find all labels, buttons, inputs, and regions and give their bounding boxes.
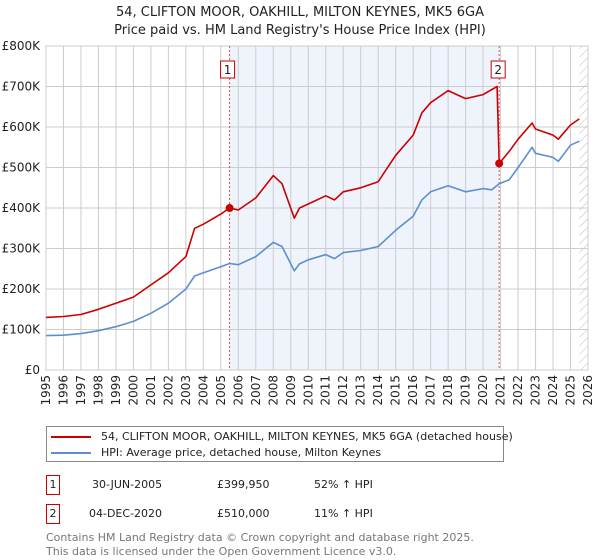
- x-tick-label: 2002: [161, 375, 175, 406]
- hpi-line: [45, 140, 580, 337]
- legend-swatch-blue: [51, 451, 91, 454]
- sale-price-1: £399,950: [217, 478, 270, 491]
- x-tick-label: 2011: [319, 375, 333, 406]
- x-tick-label: 2015: [389, 375, 403, 406]
- legend-item-hpi: HPI: Average price, detached house, Milt…: [51, 446, 381, 459]
- sale-date-1: 30-JUN-2005: [92, 478, 163, 491]
- x-tick-label: 2026: [581, 375, 595, 406]
- y-tick-label: £700K: [2, 80, 42, 94]
- sale-hpi-1: 52% ↑ HPI: [314, 478, 373, 491]
- x-tick-label: 2014: [371, 375, 385, 406]
- sale-label-2: 2: [494, 63, 502, 77]
- sale-row-1: 1 30-JUN-2005 £399,950 52% ↑ HPI: [46, 475, 446, 495]
- sale-row-2: 2 04-DEC-2020 £510,000 11% ↑ HPI: [46, 504, 446, 524]
- sale-date-2: 04-DEC-2020: [89, 507, 163, 520]
- sale-price-2: £510,000: [217, 507, 270, 520]
- x-tick-label: 1997: [74, 375, 88, 406]
- x-tick-label: 2007: [249, 375, 263, 406]
- x-tick-label: 2003: [179, 375, 193, 406]
- sale-hpi-2: 11% ↑ HPI: [314, 507, 373, 520]
- x-tick-label: 2018: [441, 375, 455, 406]
- x-tick-label: 2024: [546, 375, 560, 406]
- y-tick-label: £400K: [2, 201, 42, 215]
- y-tick-label: £500K: [2, 161, 42, 175]
- x-tick-label: 1996: [56, 375, 70, 406]
- y-tick-label: £0: [25, 363, 40, 377]
- legend-label-hpi: HPI: Average price, detached house, Milt…: [101, 446, 382, 459]
- chart-subtitle: Price paid vs. HM Land Registry's House …: [114, 23, 486, 38]
- x-tick-label: 2021: [494, 375, 508, 406]
- x-tick-label: 1995: [39, 375, 53, 406]
- price-chart: 54, CLIFTON MOOR, OAKHILL, MILTON KEYNES…: [2, 5, 595, 406]
- sale-marker-1: [225, 204, 234, 213]
- x-tick-label: 2019: [459, 375, 473, 406]
- y-tick-label: £300K: [2, 242, 42, 256]
- x-tick-label: 2001: [144, 375, 158, 406]
- legend-label-property: 54, CLIFTON MOOR, OAKHILL, MILTON KEYNES…: [101, 430, 513, 443]
- x-tick-label: 1999: [109, 375, 123, 406]
- x-tick-label: 2008: [266, 375, 280, 406]
- x-tick-label: 2005: [214, 375, 228, 406]
- x-tick-label: 2013: [354, 375, 368, 406]
- x-tick-label: 2010: [301, 375, 315, 406]
- sale-label-box-2: [490, 60, 506, 79]
- x-tick-label: 2025: [564, 375, 578, 406]
- legend-item-property: 54, CLIFTON MOOR, OAKHILL, MILTON KEYNES…: [51, 430, 513, 443]
- chart-title: 54, CLIFTON MOOR, OAKHILL, MILTON KEYNES…: [116, 5, 484, 20]
- y-tick-label: £200K: [2, 282, 42, 296]
- sale-badge-1: 1: [46, 475, 60, 495]
- sale-marker-2: [495, 159, 504, 168]
- footer-licence: This data is licensed under the Open Gov…: [46, 545, 397, 558]
- footer-copyright: Contains HM Land Registry data © Crown c…: [46, 531, 474, 544]
- x-tick-label: 2000: [126, 375, 140, 406]
- sale-label-1: 1: [224, 63, 232, 77]
- x-tick-label: 2009: [284, 375, 298, 406]
- x-tick-label: 1998: [91, 375, 105, 406]
- x-tick-label: 2006: [231, 375, 245, 406]
- legend-swatch-red: [51, 435, 91, 438]
- x-tick-label: 2022: [511, 375, 525, 406]
- sale-badge-2: 2: [46, 504, 60, 524]
- x-tick-label: 2012: [336, 375, 350, 406]
- sale-label-box-1: [220, 60, 236, 79]
- x-tick-label: 2023: [529, 375, 543, 406]
- x-tick-label: 2017: [424, 375, 438, 406]
- x-tick-label: 2016: [406, 375, 420, 406]
- legend: 54, CLIFTON MOOR, OAKHILL, MILTON KEYNES…: [46, 426, 513, 462]
- property-price-line: [45, 85, 580, 319]
- y-tick-label: £800K: [2, 39, 42, 53]
- y-tick-label: £600K: [2, 120, 42, 134]
- plot-border: [45, 45, 589, 371]
- y-tick-label: £100K: [2, 323, 42, 337]
- x-tick-label: 2020: [476, 375, 490, 406]
- x-tick-label: 2004: [196, 375, 210, 406]
